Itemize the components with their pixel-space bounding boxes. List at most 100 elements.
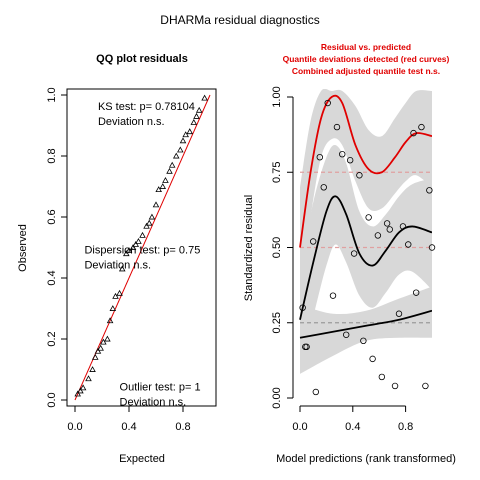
residual-vs-predicted-panel: Residual vs. predicted Quantile deviatio…: [243, 42, 456, 465]
qq-point: [89, 366, 96, 372]
residual-x-tick-label: 0.0: [292, 421, 307, 433]
residual-point: [369, 355, 376, 363]
qq-plot-title: QQ plot residuals: [96, 53, 188, 65]
residual-point: [310, 238, 317, 245]
qq-point: [195, 106, 203, 113]
qq-point: [172, 152, 180, 159]
qq-plot-content: 0.0 0.4 0.8 0.0 0.2 0.4 0.6 0.8 1.0 KS test: p= 0…: [46, 87, 217, 433]
qq-point: [193, 112, 200, 119]
figure-title: DHARMa residual diagnostics: [160, 13, 319, 27]
qq-point: [159, 183, 167, 189]
residual-point: [312, 388, 320, 396]
residual-point: [324, 99, 331, 107]
residual-y-axis-label: Standardized residual: [243, 195, 255, 301]
qq-point: [155, 186, 162, 193]
residual-point: [346, 157, 354, 164]
residual-y-tick-label: 0.00: [271, 387, 283, 408]
residual-plot-content: 0.0 0.4 0.8 0.00 0.25 0.50 0.75 1.00: [271, 86, 436, 433]
qq-point: [179, 137, 187, 144]
residual-x-axis-label: Model predictions (rank transformed): [276, 453, 456, 465]
residual-point: [316, 153, 323, 161]
residual-point: [383, 220, 391, 227]
qq-x-tick-label: 0.8: [175, 421, 190, 433]
residual-point: [303, 343, 310, 351]
qq-point: [152, 201, 160, 208]
qq-y-tick-label: 0.0: [46, 392, 58, 407]
qq-point: [77, 387, 84, 394]
qq-point: [186, 128, 194, 135]
qq-point: [106, 317, 114, 324]
residual-point: [365, 214, 372, 221]
residual-point: [360, 337, 367, 345]
qq-annotation-text: Outlier test: p= 1: [120, 382, 201, 394]
qq-point: [143, 222, 150, 229]
qq-y-axis-label: Observed: [17, 224, 29, 272]
residual-point: [412, 289, 420, 296]
qq-point: [85, 375, 92, 382]
quantile-regression-curve: [299, 309, 432, 339]
residual-title-line-1: Residual vs. predicted: [321, 42, 411, 52]
residual-y-tick-label: 0.75: [271, 162, 283, 183]
residual-point: [374, 232, 382, 239]
qq-y-tick-label: 0.2: [46, 331, 58, 346]
qq-point: [125, 247, 133, 254]
qq-x-tick-label: 0.0: [67, 421, 82, 433]
qq-point: [112, 292, 119, 299]
qq-point: [177, 146, 184, 153]
qq-point: [79, 384, 87, 391]
quantile-confidence-band: [300, 89, 432, 299]
residual-point: [410, 129, 417, 137]
qq-annotation-text: Deviation n.s.: [98, 116, 165, 128]
residual-y-tick-label: 0.25: [271, 312, 283, 333]
qq-x-axis-label: Expected: [119, 453, 165, 465]
qq-point: [135, 237, 142, 244]
residual-point: [356, 172, 363, 179]
residual-point: [386, 226, 393, 233]
residual-y-tick-label: 0.50: [271, 237, 283, 258]
residual-point: [333, 123, 341, 131]
residual-point: [320, 184, 327, 191]
quantile-regression-curve: [299, 94, 432, 248]
residual-point: [299, 304, 306, 311]
residual-point: [426, 187, 433, 194]
residual-x-tick-label: 0.8: [398, 421, 413, 433]
qq-point: [201, 94, 208, 101]
qq-point: [132, 241, 140, 247]
qq-annotation-text: Deviation n.s.: [120, 397, 187, 409]
qq-annotation-text: Dispersion test: p= 0.75: [84, 244, 200, 256]
qq-point: [123, 250, 130, 257]
qq-point: [91, 353, 99, 360]
quantile-confidence-band: [300, 144, 432, 368]
residual-title-line-3: Combined adjusted quantile test n.s.: [292, 66, 440, 76]
qq-point: [94, 347, 102, 354]
qq-point: [100, 338, 107, 345]
qq-point: [129, 244, 137, 250]
qq-annotation-text: Deviation n.s.: [84, 259, 151, 271]
residual-title-line-2: Quantile deviations detected (red curves…: [283, 54, 450, 64]
qq-x-tick-label: 0.4: [121, 421, 136, 433]
residual-point: [391, 382, 399, 390]
qq-point: [182, 131, 189, 138]
qq-point: [116, 289, 123, 296]
qq-point: [148, 213, 156, 220]
residual-point: [399, 223, 407, 230]
residual-point: [339, 150, 346, 158]
residual-point: [343, 331, 350, 338]
qq-point: [118, 265, 126, 272]
qq-point: [109, 305, 117, 311]
qq-point: [97, 344, 104, 351]
residual-point: [395, 310, 403, 317]
residual-bands: [300, 89, 432, 374]
residual-point: [350, 250, 358, 257]
quantile-confidence-band: [300, 286, 432, 374]
residual-point: [428, 244, 436, 251]
residual-point: [405, 241, 412, 248]
qq-point: [139, 231, 146, 238]
residual-x-tick-label: 0.4: [345, 421, 360, 433]
qq-point: [74, 390, 81, 397]
qq-point: [190, 119, 198, 125]
residual-point: [422, 382, 429, 390]
residual-point: [378, 373, 386, 381]
qq-plot-panel: QQ plot residuals 0.0 0.4 0.80.00.20.40.60…: [17, 53, 217, 465]
qq-point: [168, 161, 176, 168]
